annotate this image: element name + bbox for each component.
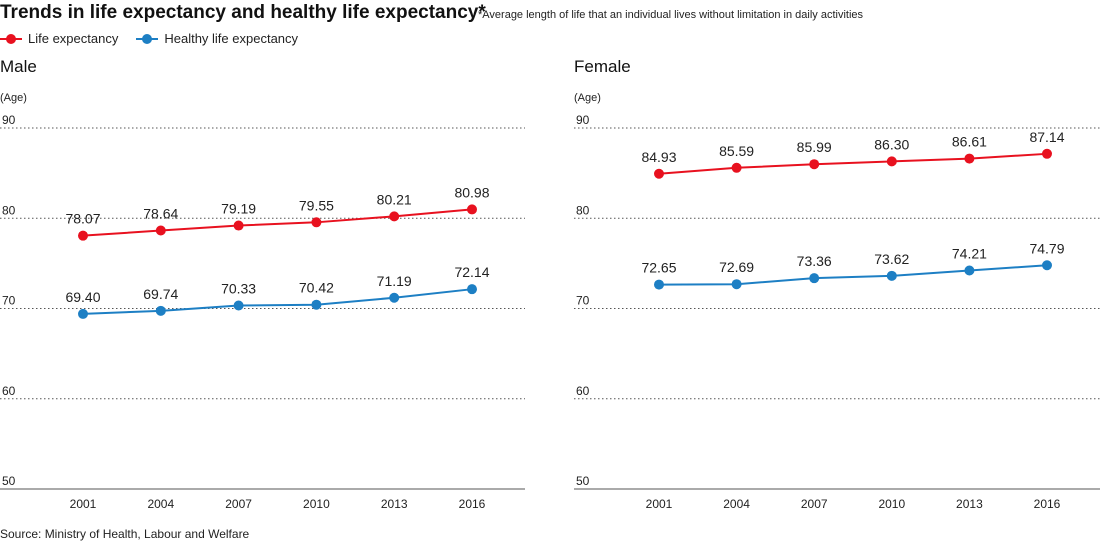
legend-label-healthy-life-expectancy: Healthy life expectancy xyxy=(164,31,299,46)
legend-swatch-healthy-life-expectancy xyxy=(136,33,159,45)
x-tick-label-male-2004: 2004 xyxy=(147,497,174,511)
chart-panel-female: 90 80 70 60 50 2001 2004 2007 2010 2013 2016 84.93 8… xyxy=(574,113,1100,511)
x-tick-label-female-2004: 2004 xyxy=(723,497,750,511)
series-line-female-life-expectancy xyxy=(658,152,1048,175)
data-label-female-life-expectancy-2007: 85.99 xyxy=(797,139,832,155)
x-tick-label-male-2010: 2010 xyxy=(303,497,330,511)
data-point-female-life-expectancy-2016 xyxy=(1042,148,1052,159)
data-point-male-healthy-life-expectancy-2010 xyxy=(311,299,322,310)
y-tick-label-female-80: 80 xyxy=(576,203,590,217)
data-label-male-life-expectancy-2016: 80.98 xyxy=(454,184,489,200)
data-label-female-life-expectancy-2010: 86.30 xyxy=(874,136,909,152)
data-point-male-healthy-life-expectancy-2016 xyxy=(467,284,477,295)
y-tick-label-male-60: 60 xyxy=(2,384,16,398)
y-unit-female: (Age) xyxy=(574,92,601,104)
data-label-female-healthy-life-expectancy-2007: 73.36 xyxy=(797,253,832,269)
data-label-female-life-expectancy-2004: 85.59 xyxy=(719,143,754,159)
data-label-male-life-expectancy-2010: 79.55 xyxy=(299,197,334,213)
data-point-female-healthy-life-expectancy-2013 xyxy=(964,265,975,276)
x-tick-label-male-2007: 2007 xyxy=(225,497,252,511)
data-label-male-life-expectancy-2004: 78.64 xyxy=(143,206,178,222)
x-tick-label-male-2013: 2013 xyxy=(381,497,408,511)
x-tick-label-male-2001: 2001 xyxy=(70,497,97,511)
data-label-female-life-expectancy-2001: 84.93 xyxy=(641,149,676,165)
y-tick-label-male-50: 50 xyxy=(2,474,16,488)
data-point-male-life-expectancy-2016 xyxy=(467,204,477,215)
data-label-female-life-expectancy-2013: 86.61 xyxy=(952,134,987,150)
x-tick-label-female-2001: 2001 xyxy=(646,497,673,511)
data-point-female-life-expectancy-2004 xyxy=(731,162,742,173)
x-tick-label-female-2013: 2013 xyxy=(956,497,983,511)
data-label-male-healthy-life-expectancy-2013: 71.19 xyxy=(377,273,412,289)
data-point-female-healthy-life-expectancy-2001 xyxy=(654,279,664,290)
data-label-male-healthy-life-expectancy-2016: 72.14 xyxy=(454,264,489,280)
y-tick-label-male-90: 90 xyxy=(2,113,16,127)
y-unit-male: (Age) xyxy=(0,92,27,104)
data-point-female-healthy-life-expectancy-2010 xyxy=(886,270,897,281)
data-point-female-life-expectancy-2001 xyxy=(654,168,664,179)
data-label-male-healthy-life-expectancy-2007: 70.33 xyxy=(221,281,256,297)
data-label-female-healthy-life-expectancy-2001: 72.65 xyxy=(641,260,676,276)
data-point-female-healthy-life-expectancy-2016 xyxy=(1042,260,1052,271)
data-label-male-healthy-life-expectancy-2010: 70.42 xyxy=(299,280,334,296)
series-line-male-healthy-life-expectancy xyxy=(82,288,473,315)
series-line-female-healthy-life-expectancy xyxy=(658,264,1048,286)
footnote-note: *Average length of life that an individu… xyxy=(478,9,864,21)
data-point-female-life-expectancy-2013 xyxy=(964,153,975,164)
data-point-female-healthy-life-expectancy-2004 xyxy=(731,279,742,290)
data-label-female-healthy-life-expectancy-2010: 73.62 xyxy=(874,251,909,267)
data-label-male-healthy-life-expectancy-2004: 69.74 xyxy=(143,286,178,302)
data-label-male-life-expectancy-2001: 78.07 xyxy=(65,211,100,227)
data-label-female-healthy-life-expectancy-2013: 74.21 xyxy=(952,246,987,262)
chart-title: Trends in life expectancy and healthy li… xyxy=(0,2,486,23)
legend-swatch-life-expectancy xyxy=(0,33,22,45)
data-label-female-life-expectancy-2016: 87.14 xyxy=(1029,129,1064,145)
chart-panel-male: 90 80 70 60 50 2001 2004 2007 2010 2013 2016 78.07 7… xyxy=(0,113,525,511)
data-point-female-life-expectancy-2007 xyxy=(809,159,820,170)
data-point-male-life-expectancy-2010 xyxy=(311,217,322,228)
data-point-male-healthy-life-expectancy-2013 xyxy=(389,292,400,303)
y-tick-label-female-70: 70 xyxy=(576,294,590,308)
data-label-male-healthy-life-expectancy-2001: 69.40 xyxy=(65,289,100,305)
series-line-male-life-expectancy xyxy=(82,208,473,237)
x-tick-label-female-2016: 2016 xyxy=(1034,497,1061,511)
y-tick-label-female-90: 90 xyxy=(576,113,590,127)
y-tick-label-female-50: 50 xyxy=(576,474,590,488)
y-tick-label-male-70: 70 xyxy=(2,294,16,308)
data-point-male-healthy-life-expectancy-2004 xyxy=(155,305,166,316)
data-label-male-life-expectancy-2013: 80.21 xyxy=(377,191,412,207)
data-label-female-healthy-life-expectancy-2004: 72.69 xyxy=(719,259,754,275)
data-point-female-healthy-life-expectancy-2007 xyxy=(809,273,820,284)
data-point-male-healthy-life-expectancy-2001 xyxy=(78,308,88,319)
legend-item-healthy-life-expectancy: Healthy life expectancy xyxy=(136,31,298,46)
panel-title-female: Female xyxy=(574,57,631,76)
data-point-male-life-expectancy-2007 xyxy=(233,220,244,231)
data-point-male-life-expectancy-2001 xyxy=(78,230,88,241)
x-tick-label-female-2010: 2010 xyxy=(878,497,905,511)
x-tick-label-female-2007: 2007 xyxy=(801,497,828,511)
data-label-male-life-expectancy-2007: 79.19 xyxy=(221,201,256,217)
source-note: Source: Ministry of Health, Labour and W… xyxy=(0,527,250,541)
data-point-male-life-expectancy-2013 xyxy=(389,211,400,222)
data-point-male-healthy-life-expectancy-2007 xyxy=(233,300,244,311)
legend: Life expectancy Healthy life expectancy xyxy=(0,31,316,46)
data-label-female-healthy-life-expectancy-2016: 74.79 xyxy=(1029,240,1064,256)
y-tick-label-female-60: 60 xyxy=(576,384,590,398)
panel-title-male: Male xyxy=(0,57,37,76)
legend-item-life-expectancy: Life expectancy xyxy=(0,31,118,46)
legend-label-life-expectancy: Life expectancy xyxy=(28,31,119,46)
data-point-male-life-expectancy-2004 xyxy=(155,225,166,236)
y-tick-label-male-80: 80 xyxy=(2,203,16,217)
data-point-female-life-expectancy-2010 xyxy=(886,156,897,167)
x-tick-label-male-2016: 2016 xyxy=(459,497,486,511)
